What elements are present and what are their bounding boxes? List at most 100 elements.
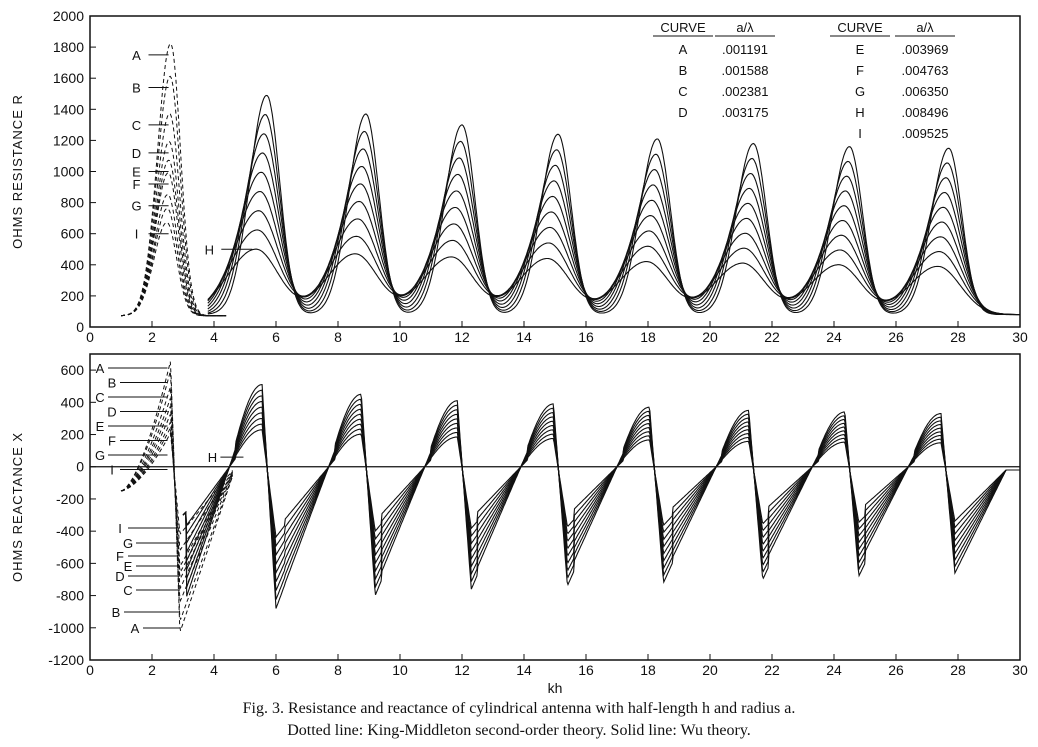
reactance-wu-curve-G xyxy=(182,417,1020,557)
resistance-curve-label-H: H xyxy=(205,242,214,257)
legend-header-0: CURVE xyxy=(660,20,706,35)
legend-curve-I: I xyxy=(858,126,862,141)
reactance-upper-label-B: B xyxy=(108,376,117,391)
reactance-wu-curve-I xyxy=(182,429,1020,539)
reactance-y-tick-label: 400 xyxy=(61,394,85,410)
resistance-wu-curve-B xyxy=(207,114,1020,316)
reactance-km-curve-A xyxy=(120,361,234,631)
legend-curve-G: G xyxy=(855,84,865,99)
reactance-x-tick-label: 14 xyxy=(516,662,532,678)
reactance-x-tick-label: 22 xyxy=(764,662,780,678)
resistance-x-tick-label: 26 xyxy=(888,329,904,345)
reactance-upper-label-I: I xyxy=(110,463,114,478)
legend-header-1: a/λ xyxy=(736,20,754,35)
reactance-x-tick-label: 6 xyxy=(272,662,280,678)
resistance-x-tick-label: 8 xyxy=(334,329,342,345)
resistance-wu-curve-I xyxy=(207,248,1020,316)
resistance-km-curve-B xyxy=(121,75,227,317)
legend-header-2: CURVE xyxy=(837,20,883,35)
reactance-y-tick-label: -1000 xyxy=(48,620,84,636)
reactance-lower-label-G: G xyxy=(123,536,133,551)
resistance-chart: 0 2 4 6 8 10 12 14 16 18 20 22 24 26 28 300200400600800… xyxy=(10,8,1028,345)
legend-curve-A: A xyxy=(679,42,688,57)
legend-header-3: a/λ xyxy=(916,20,934,35)
reactance-y-tick-label: 0 xyxy=(76,459,84,475)
reactance-x-tick-label: 10 xyxy=(392,662,408,678)
reactance-x-tick-label: 28 xyxy=(950,662,966,678)
reactance-km-curve-I xyxy=(120,431,233,535)
resistance-y-tick-label: 800 xyxy=(61,195,85,211)
reactance-lower-label-A: A xyxy=(131,621,140,636)
legend-curve-E: E xyxy=(856,42,865,57)
resistance-x-tick-label: 2 xyxy=(148,329,156,345)
reactance-y-tick-label: -400 xyxy=(56,523,84,539)
reactance-wu-curve-D xyxy=(182,400,1020,582)
resistance-y-tick-label: 600 xyxy=(61,226,85,242)
resistance-curve-label-A: A xyxy=(132,48,141,63)
resistance-y-tick-label: 200 xyxy=(61,288,85,304)
resistance-x-tick-label: 24 xyxy=(826,329,842,345)
resistance-x-tick-label: 28 xyxy=(950,329,966,345)
reactance-x-tick-label: 4 xyxy=(210,662,218,678)
reactance-x-tick-label: 24 xyxy=(826,662,842,678)
legend-value-F: .004763 xyxy=(902,63,949,78)
resistance-x-tick-label: 0 xyxy=(86,329,94,345)
reactance-km-curve-G xyxy=(120,422,234,567)
resistance-wu-curve-H xyxy=(207,229,1020,316)
resistance-y-tick-label: 1200 xyxy=(53,132,84,148)
resistance-km-curve-C xyxy=(121,113,227,317)
resistance-x-tick-label: 18 xyxy=(640,329,656,345)
reactance-label-H: H xyxy=(208,450,217,465)
legend-value-G: .006350 xyxy=(902,84,949,99)
reactance-y-tick-label: -800 xyxy=(56,588,84,604)
reactance-plot-frame xyxy=(89,353,1021,661)
resistance-y-tick-label: 1000 xyxy=(53,164,84,180)
caption-line-2: Dotted line: King-Middleton second-order… xyxy=(287,722,751,739)
legend-value-I: .009525 xyxy=(902,126,949,141)
resistance-wu-curve-D xyxy=(207,152,1020,316)
reactance-y-axis-label: OHMS REACTANCE X xyxy=(10,432,25,582)
reactance-upper-label-G: G xyxy=(95,448,105,463)
resistance-y-tick-label: 1600 xyxy=(53,70,84,86)
reactance-wu-curve-E xyxy=(182,406,1020,575)
resistance-curve-label-B: B xyxy=(132,81,141,96)
reactance-lower-label-E: E xyxy=(124,559,133,574)
legend-curve-D: D xyxy=(678,105,687,120)
resistance-plot-frame xyxy=(89,15,1021,328)
reactance-y-tick-label: -200 xyxy=(56,491,84,507)
reactance-x-axis-label: kh xyxy=(548,680,563,696)
resistance-y-tick-label: 0 xyxy=(76,319,84,335)
reactance-x-tick-label: 2 xyxy=(148,662,156,678)
reactance-x-tick-label: 0 xyxy=(86,662,94,678)
resistance-km-curve-H xyxy=(121,207,227,317)
legend-value-A: .001191 xyxy=(722,42,768,57)
resistance-x-tick-label: 4 xyxy=(210,329,218,345)
reactance-y-tick-label: -600 xyxy=(56,555,84,571)
resistance-curve-label-C: C xyxy=(132,118,141,133)
reactance-upper-label-F: F xyxy=(108,434,116,449)
reactance-x-tick-label: 18 xyxy=(640,662,656,678)
resistance-x-tick-label: 10 xyxy=(392,329,408,345)
resistance-y-tick-label: 400 xyxy=(61,257,85,273)
resistance-x-tick-label: 14 xyxy=(516,329,532,345)
reactance-lower-label-D: D xyxy=(115,569,124,584)
legend-value-D: .003175 xyxy=(722,105,769,120)
legend-curve-C: C xyxy=(678,84,687,99)
reactance-chart: 0 2 4 6 8 10 12 14 16 18 20 22 24 26 28 30-1200-1000-80… xyxy=(10,353,1028,696)
resistance-x-tick-label: 30 xyxy=(1012,329,1028,345)
reactance-upper-label-E: E xyxy=(96,419,105,434)
reactance-upper-label-A: A xyxy=(96,361,105,376)
resistance-y-tick-label: 1800 xyxy=(53,39,84,55)
legend-value-B: .001588 xyxy=(722,63,769,78)
reactance-wu-curve-F xyxy=(182,412,1020,566)
reactance-wu-curve-H xyxy=(182,423,1020,548)
reactance-x-tick-label: 12 xyxy=(454,662,470,678)
reactance-y-tick-label: -1200 xyxy=(48,652,84,668)
reactance-lower-label-F: F xyxy=(116,549,124,564)
reactance-lower-label-B: B xyxy=(112,605,121,620)
caption-line-1: Fig. 3. Resistance and reactance of cyli… xyxy=(242,700,796,717)
legend-curve-F: F xyxy=(856,63,864,78)
reactance-upper-label-D: D xyxy=(107,405,116,420)
resistance-x-tick-label: 20 xyxy=(702,329,718,345)
